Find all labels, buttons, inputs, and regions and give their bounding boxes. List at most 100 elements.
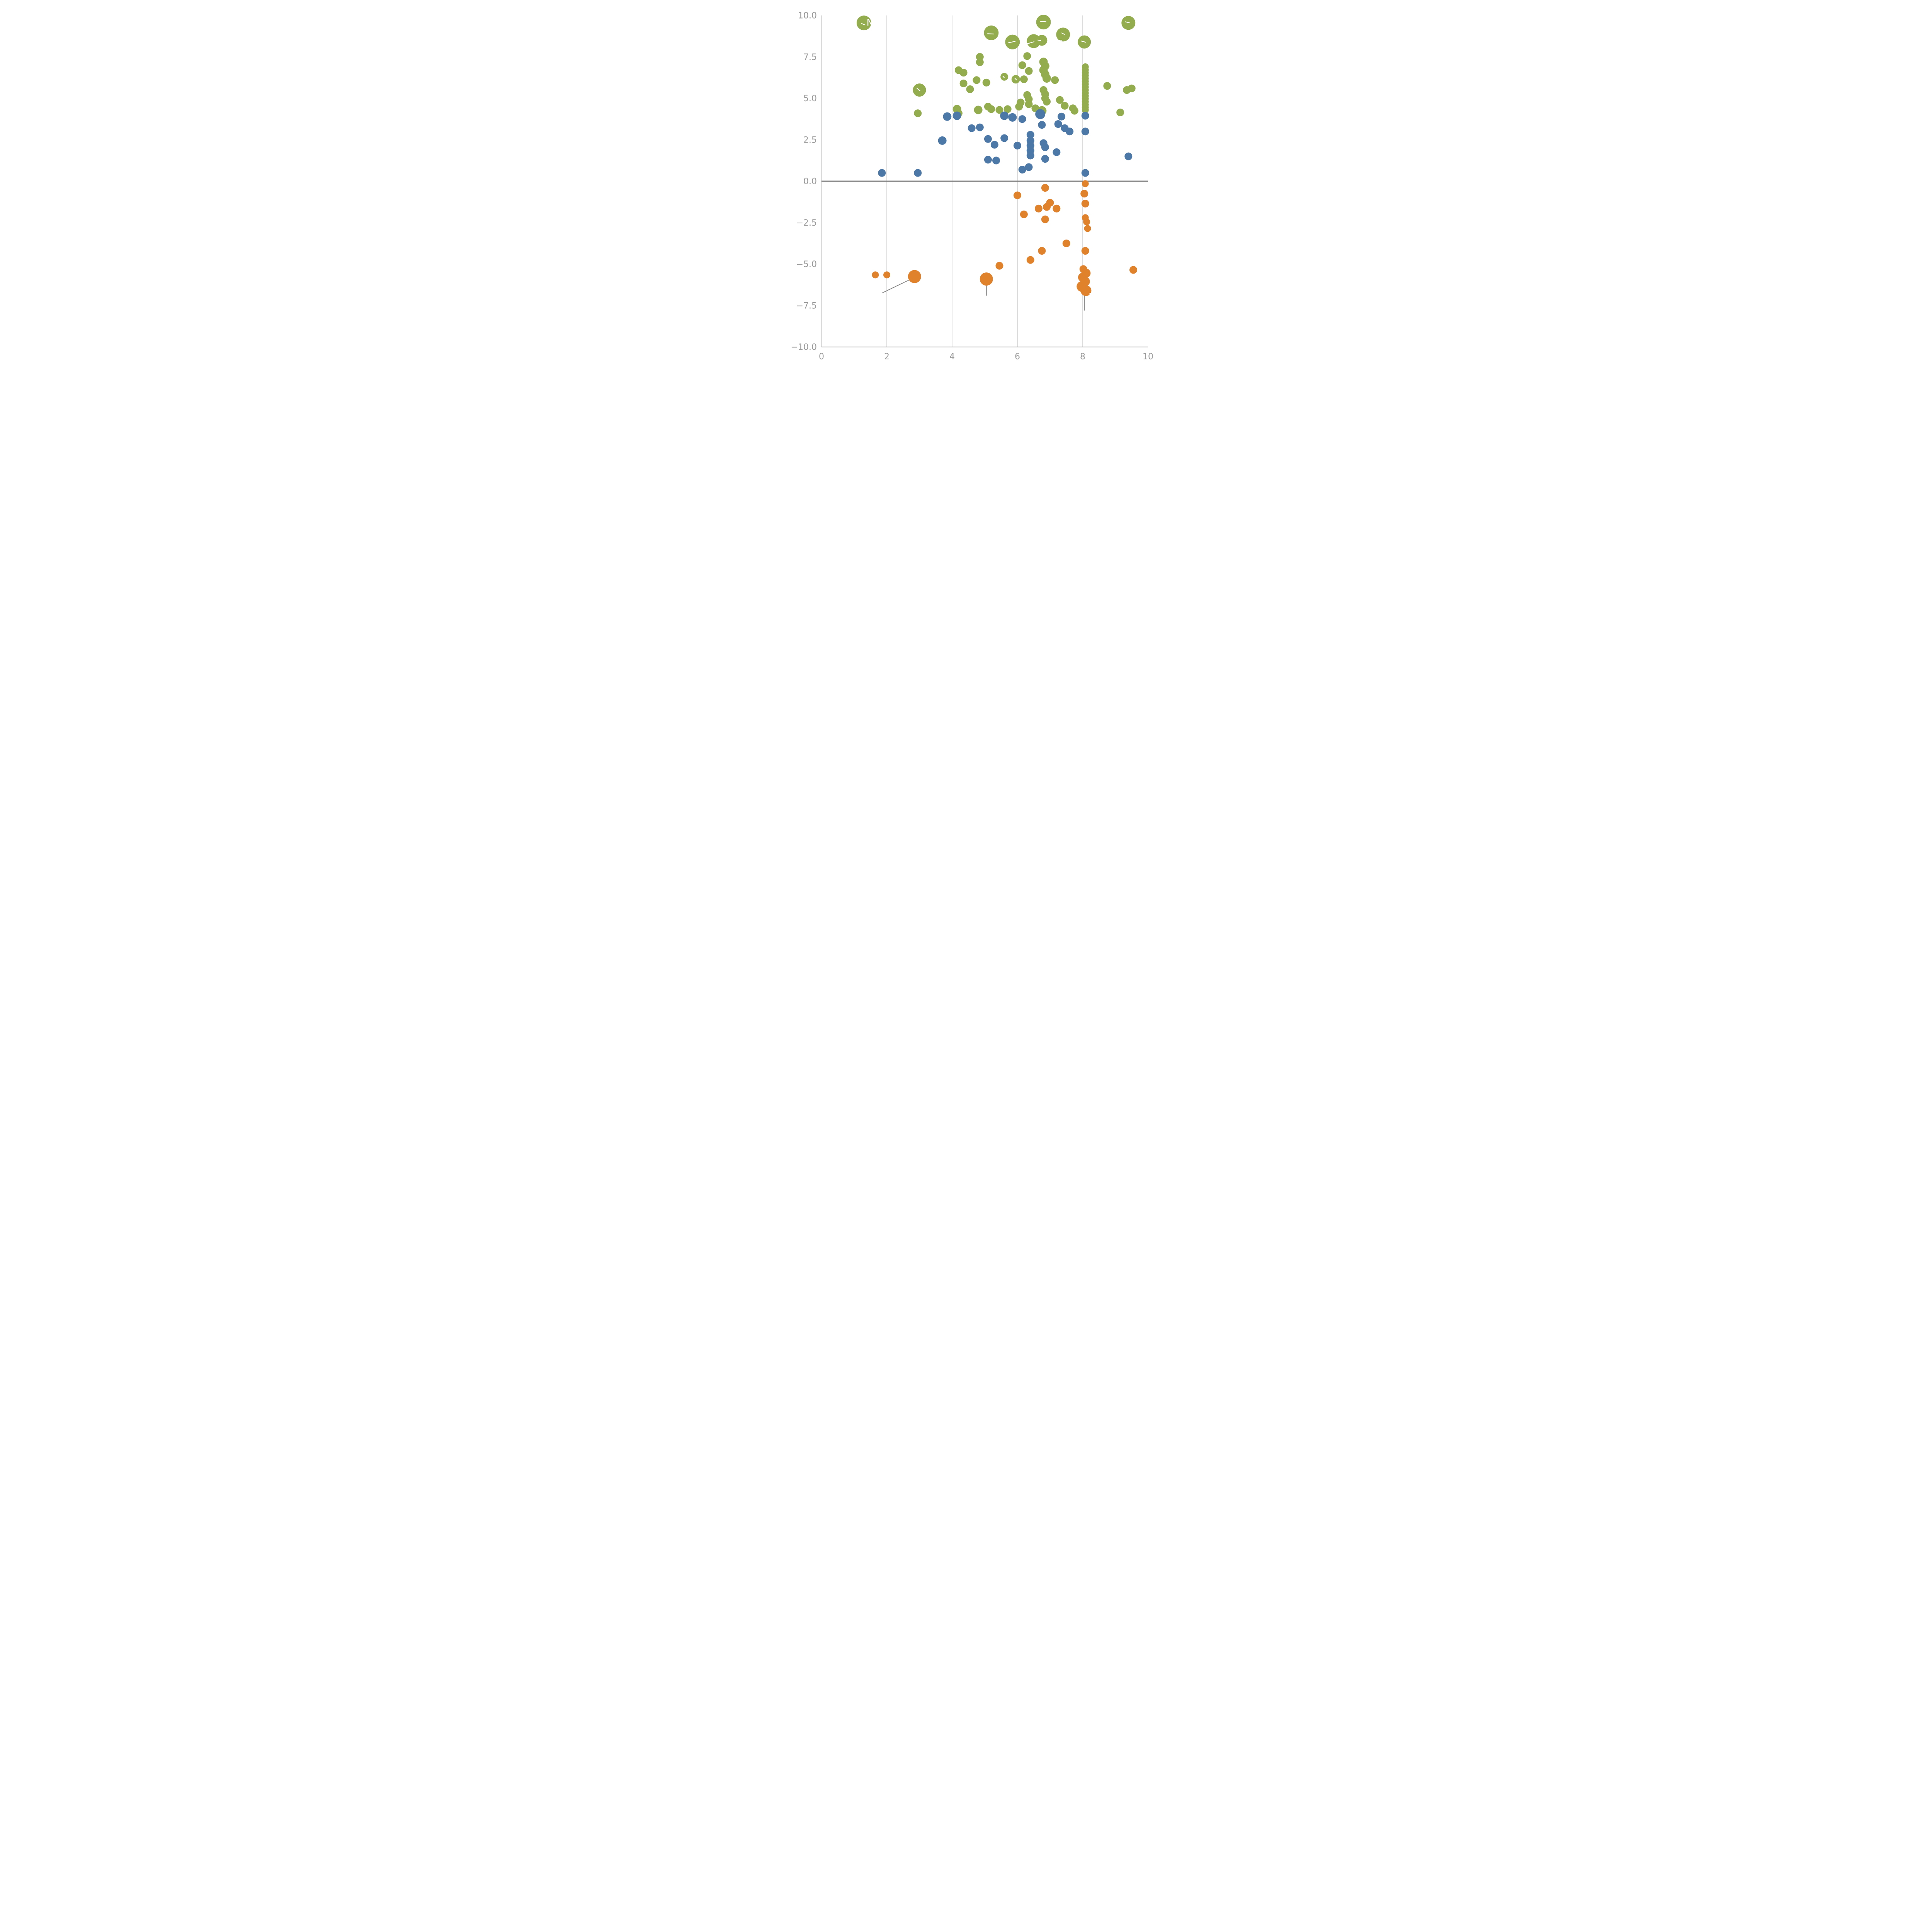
data-point-blue — [1018, 165, 1026, 173]
data-point-green — [959, 79, 968, 87]
data-point-blue — [1008, 113, 1017, 122]
y-tick-label: 10.0 — [798, 11, 817, 21]
data-point-green — [1025, 100, 1033, 108]
data-point-green — [914, 109, 922, 117]
data-point-orange — [1080, 190, 1088, 198]
data-point-blue — [1081, 128, 1089, 136]
data-point-green — [1056, 27, 1070, 42]
data-point-orange — [1129, 266, 1137, 274]
data-point-orange — [883, 271, 890, 279]
y-tick-label: −10.0 — [791, 343, 817, 352]
data-point-green — [995, 106, 1003, 114]
y-tick-label: −7.5 — [796, 301, 817, 311]
data-point-green — [959, 69, 968, 77]
data-point-orange — [1084, 225, 1091, 232]
y-tick-label: 2.5 — [803, 135, 817, 145]
data-point-blue — [1026, 151, 1034, 160]
data-point-orange — [1053, 204, 1061, 213]
data-point-green — [1020, 75, 1028, 83]
data-point-green — [1000, 73, 1009, 81]
data-point-blue — [1041, 155, 1049, 163]
y-tick-label: 7.5 — [803, 53, 817, 62]
data-point-blue — [1026, 131, 1034, 139]
x-tick-label: 6 — [1015, 352, 1020, 362]
data-point-green — [973, 76, 981, 84]
point-label: NJ — [1090, 52, 1100, 63]
data-point-blue — [1054, 120, 1062, 128]
data-point-green — [856, 15, 871, 31]
white-mark — [1014, 78, 1017, 81]
data-point-green — [1128, 84, 1136, 92]
data-point-blue — [1025, 163, 1033, 171]
data-point-orange — [1041, 184, 1049, 192]
data-point-blue — [968, 124, 976, 132]
data-point-green — [976, 58, 984, 66]
white-mark — [1125, 21, 1130, 24]
data-point-blue — [1000, 111, 1009, 120]
data-point-orange — [1083, 218, 1090, 226]
data-point-orange — [1038, 247, 1046, 255]
data-point-orange — [1020, 210, 1028, 218]
data-point-blue — [952, 111, 961, 120]
data-point-green — [1036, 15, 1051, 30]
data-point-orange — [1082, 180, 1089, 187]
white-mark — [1081, 41, 1086, 43]
data-point-green — [984, 26, 999, 41]
white-mark — [1008, 41, 1016, 43]
data-point-green — [1043, 98, 1051, 106]
data-point-blue — [1000, 134, 1009, 142]
x-tick-label: 0 — [819, 352, 824, 362]
white-mark — [1002, 75, 1005, 78]
point-label: DE — [1088, 291, 1102, 302]
data-point-green — [1017, 99, 1025, 107]
white-mark — [1037, 39, 1041, 41]
data-point-blue — [984, 156, 992, 164]
data-point-green — [1043, 74, 1051, 83]
white-mark — [1046, 43, 1050, 46]
data-point-green — [1103, 82, 1111, 90]
data-point-blue — [976, 123, 984, 131]
data-point-green — [976, 53, 984, 61]
data-point-green — [1051, 76, 1059, 84]
data-point-orange — [1034, 204, 1043, 213]
data-point-green — [1082, 106, 1089, 114]
data-point-blue — [1066, 128, 1074, 136]
data-point-blue — [1081, 169, 1089, 177]
point-label: CT — [1050, 38, 1063, 49]
data-point-blue — [938, 136, 947, 145]
y-tick-label: −2.5 — [796, 218, 817, 228]
data-point-orange — [1026, 256, 1034, 264]
data-point-orange — [908, 270, 921, 283]
data-point-blue — [1018, 115, 1026, 123]
data-point-blue — [914, 169, 922, 177]
white-mark — [1023, 41, 1035, 46]
white-mark — [1040, 21, 1046, 22]
data-point-orange — [1041, 215, 1049, 223]
data-point-orange — [872, 271, 879, 279]
data-point-green — [1018, 61, 1026, 69]
data-point-orange — [1081, 199, 1089, 207]
y-tick-label: 5.0 — [803, 94, 817, 104]
data-point-blue — [992, 156, 1000, 165]
data-point-green — [982, 78, 990, 87]
data-point-orange — [1081, 247, 1089, 255]
data-point-green — [974, 105, 983, 114]
point-label: N — [867, 17, 874, 28]
white-mark — [917, 88, 920, 92]
data-point-orange — [1062, 239, 1070, 247]
y-tick-label: 0.0 — [803, 177, 817, 187]
data-point-green — [966, 85, 974, 93]
data-point-green — [987, 105, 995, 113]
data-point-blue — [1038, 121, 1046, 129]
data-point-green — [1025, 67, 1033, 75]
point-label: IC — [1091, 279, 1100, 290]
data-point-blue — [1041, 143, 1049, 151]
y-tick-label: −5.0 — [796, 260, 817, 269]
data-point-blue — [1058, 112, 1066, 121]
x-tick-label: 2 — [884, 352, 889, 362]
data-point-green — [1003, 105, 1012, 113]
data-point-orange — [980, 272, 993, 286]
data-point-blue — [1035, 109, 1046, 119]
data-point-orange — [1046, 199, 1054, 207]
